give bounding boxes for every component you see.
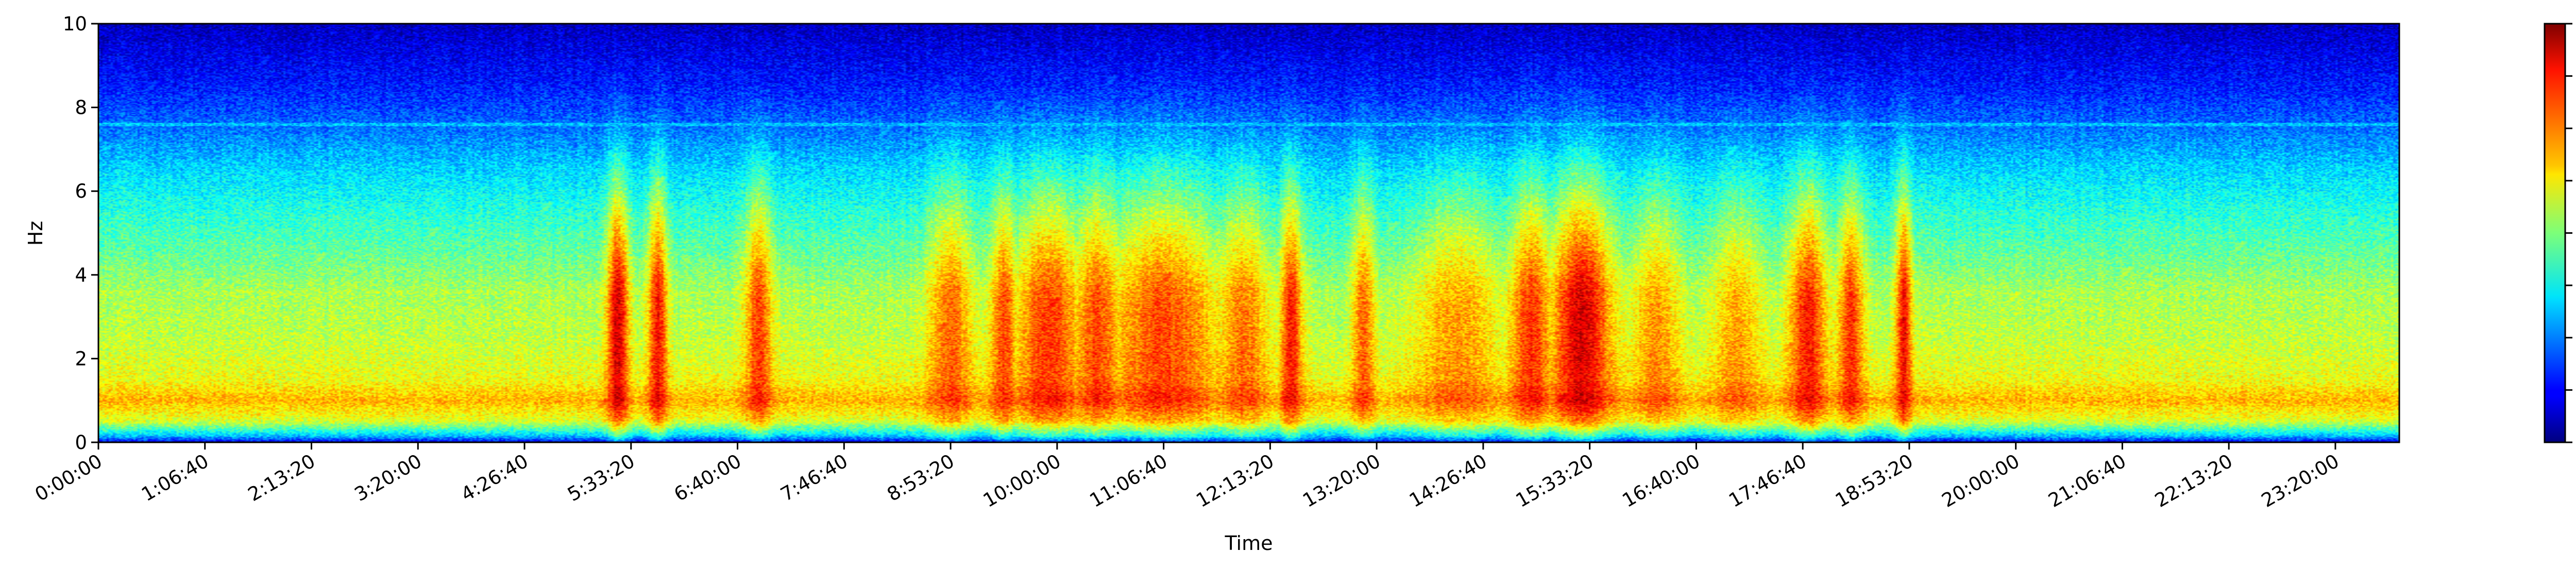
x-tick-label: 5:33:20 — [564, 450, 638, 506]
colorbar-ticks: +0 dB-10 dB-20 dB-30 dB-40 dB-50 dB-60 d… — [2565, 23, 2572, 443]
y-axis-label: Hz — [24, 221, 47, 246]
x-tick-label: 22:13:20 — [2151, 450, 2236, 512]
x-tick-label: 12:13:20 — [1192, 450, 1277, 512]
x-axis: 0:00:00 1:06:40 2:13:20 3:20:00 4:26:40 5:33:… — [31, 442, 2343, 512]
y-tick-label: 0 — [75, 432, 87, 454]
y-tick-label: 4 — [75, 264, 87, 286]
y-tick-label: 6 — [75, 180, 87, 202]
colorbar-gradient — [2545, 24, 2565, 442]
x-tick-label: 8:53:20 — [884, 450, 958, 506]
x-tick-label: 1:06:40 — [138, 450, 212, 506]
x-tick-label: 6:40:00 — [670, 450, 745, 506]
x-tick-label: 3:20:00 — [351, 450, 426, 506]
x-tick-label: 16:40:00 — [1618, 450, 1703, 512]
y-tick-label: 2 — [75, 348, 87, 370]
x-tick-label: 17:46:40 — [1725, 450, 1810, 512]
x-tick-label: 4:26:40 — [457, 450, 532, 506]
y-axis: 0 2 4 6 8 10 — [63, 13, 98, 454]
x-tick-label: 18:53:20 — [1832, 450, 1917, 512]
x-tick-label: 10:00:00 — [979, 450, 1064, 512]
x-tick-label: 15:33:20 — [1512, 450, 1597, 512]
y-tick-label: 8 — [75, 97, 87, 119]
x-tick-label: 20:00:00 — [1938, 450, 2023, 512]
x-tick-label: 14:26:40 — [1405, 450, 1490, 512]
x-tick-label: 13:20:00 — [1299, 450, 1384, 512]
x-tick-label: 23:20:00 — [2258, 450, 2343, 512]
x-tick-label: 2:13:20 — [244, 450, 319, 506]
y-tick-label: 10 — [63, 13, 87, 35]
spectrogram-plot: 0:00:00 1:06:40 2:13:20 3:20:00 4:26:40 5:33:… — [24, 13, 2400, 555]
x-tick-label: 21:06:40 — [2045, 450, 2130, 512]
x-axis-label: Time — [1225, 532, 1273, 555]
colorbar: +0 dB-10 dB-20 dB-30 dB-40 dB-50 dB-60 d… — [2544, 23, 2572, 443]
x-tick-label: 0:00:00 — [31, 450, 106, 506]
x-tick-label: 11:06:40 — [1086, 450, 1171, 512]
x-tick-label: 7:46:40 — [777, 450, 852, 506]
plot-frame — [97, 23, 2400, 443]
spectrogram-image — [98, 24, 2399, 442]
